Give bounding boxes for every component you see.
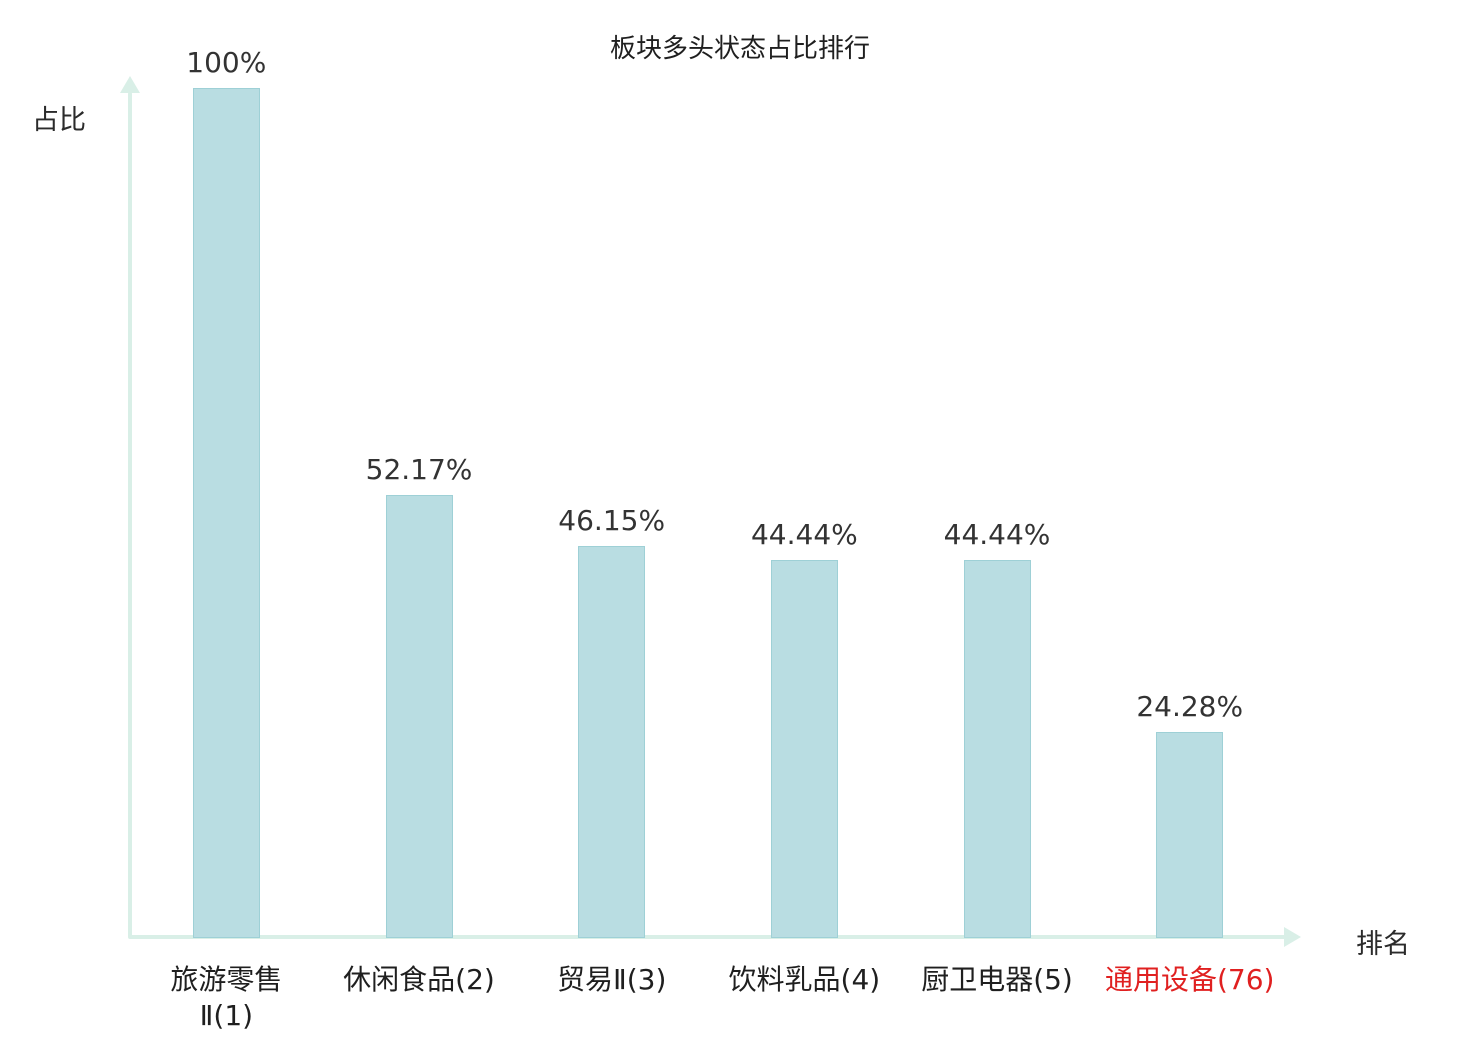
chart-title: 板块多头状态占比排行 (609, 34, 870, 64)
y-axis-label: 占比 (32, 105, 86, 136)
y-axis-line (128, 92, 132, 938)
bar (963, 560, 1031, 938)
plot-area: 100% 52.17% 46.15% 44.44% 44.44% 24.28% (130, 46, 1286, 938)
bar-slot: 24.28% (1093, 88, 1286, 938)
category-axis: 旅游零售 Ⅱ(1) 休闲食品(2) 贸易Ⅱ(3) 饮料乳品(4) 厨卫电器(5) 通用设备… (130, 962, 1286, 1035)
bar-slot: 44.44% (901, 88, 1094, 938)
bar-value-label: 100% (186, 46, 267, 79)
category-label: 饮料乳品(4) (728, 963, 881, 996)
bar-value-label: 46.15% (558, 503, 666, 537)
category-label: 旅游零售 Ⅱ(1) (170, 963, 283, 1033)
category-label: 厨卫电器(5) (921, 963, 1073, 996)
bar-value-label: 24.28% (1136, 689, 1244, 723)
x-axis-label: 排名 (1356, 929, 1410, 960)
bar (385, 494, 453, 938)
x-axis-line (128, 935, 1286, 939)
bar-value-label: 44.44% (750, 518, 858, 552)
category-label: 通用设备(76) (1104, 963, 1275, 996)
y-axis-arrow-icon (120, 76, 140, 93)
category-label: 贸易Ⅱ(3) (556, 963, 667, 996)
bar-slot: 44.44% (708, 88, 901, 938)
x-axis-arrow-icon (1284, 927, 1301, 947)
bar (770, 560, 838, 938)
bar (192, 88, 260, 938)
bar-slot: 46.15% (515, 88, 708, 938)
bar-slot: 100% (130, 46, 323, 938)
bar-slot: 52.17% (323, 88, 516, 938)
bar (578, 545, 646, 938)
category-label: 休闲食品(2) (343, 963, 495, 996)
bar-value-label: 44.44% (943, 518, 1051, 552)
bar-value-label: 52.17% (365, 452, 473, 486)
bar (1156, 731, 1224, 938)
